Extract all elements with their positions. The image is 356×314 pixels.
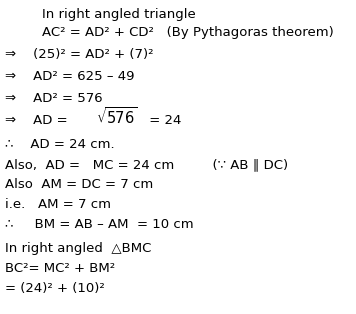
Text: In right angled triangle: In right angled triangle <box>42 8 196 21</box>
Text: ∴    AD = 24 cm.: ∴ AD = 24 cm. <box>5 138 115 151</box>
Text: ∴     BM = AB – AM  = 10 cm: ∴ BM = AB – AM = 10 cm <box>5 219 194 231</box>
Text: = 24: = 24 <box>145 114 181 127</box>
Text: = (24)² + (10)²: = (24)² + (10)² <box>5 282 105 295</box>
Text: $\sqrt{576}$: $\sqrt{576}$ <box>96 106 137 127</box>
Text: ⇒    AD =: ⇒ AD = <box>5 114 72 127</box>
Text: Also,  AD =   MC = 24 cm         (∵ AB ∥ DC): Also, AD = MC = 24 cm (∵ AB ∥ DC) <box>5 158 288 171</box>
Text: ⇒    (25)² = AD² + (7)²: ⇒ (25)² = AD² + (7)² <box>5 48 153 62</box>
Text: ⇒    AD² = 576: ⇒ AD² = 576 <box>5 92 103 106</box>
Text: i.e.   AM = 7 cm: i.e. AM = 7 cm <box>5 198 111 211</box>
Text: AC² = AD² + CD²   (By Pythagoras theorem): AC² = AD² + CD² (By Pythagoras theorem) <box>42 26 334 39</box>
Text: In right angled  △BMC: In right angled △BMC <box>5 242 151 255</box>
Text: ⇒    AD² = 625 – 49: ⇒ AD² = 625 – 49 <box>5 70 135 84</box>
Text: Also  AM = DC = 7 cm: Also AM = DC = 7 cm <box>5 178 153 192</box>
Text: BC²= MC² + BM²: BC²= MC² + BM² <box>5 263 115 275</box>
